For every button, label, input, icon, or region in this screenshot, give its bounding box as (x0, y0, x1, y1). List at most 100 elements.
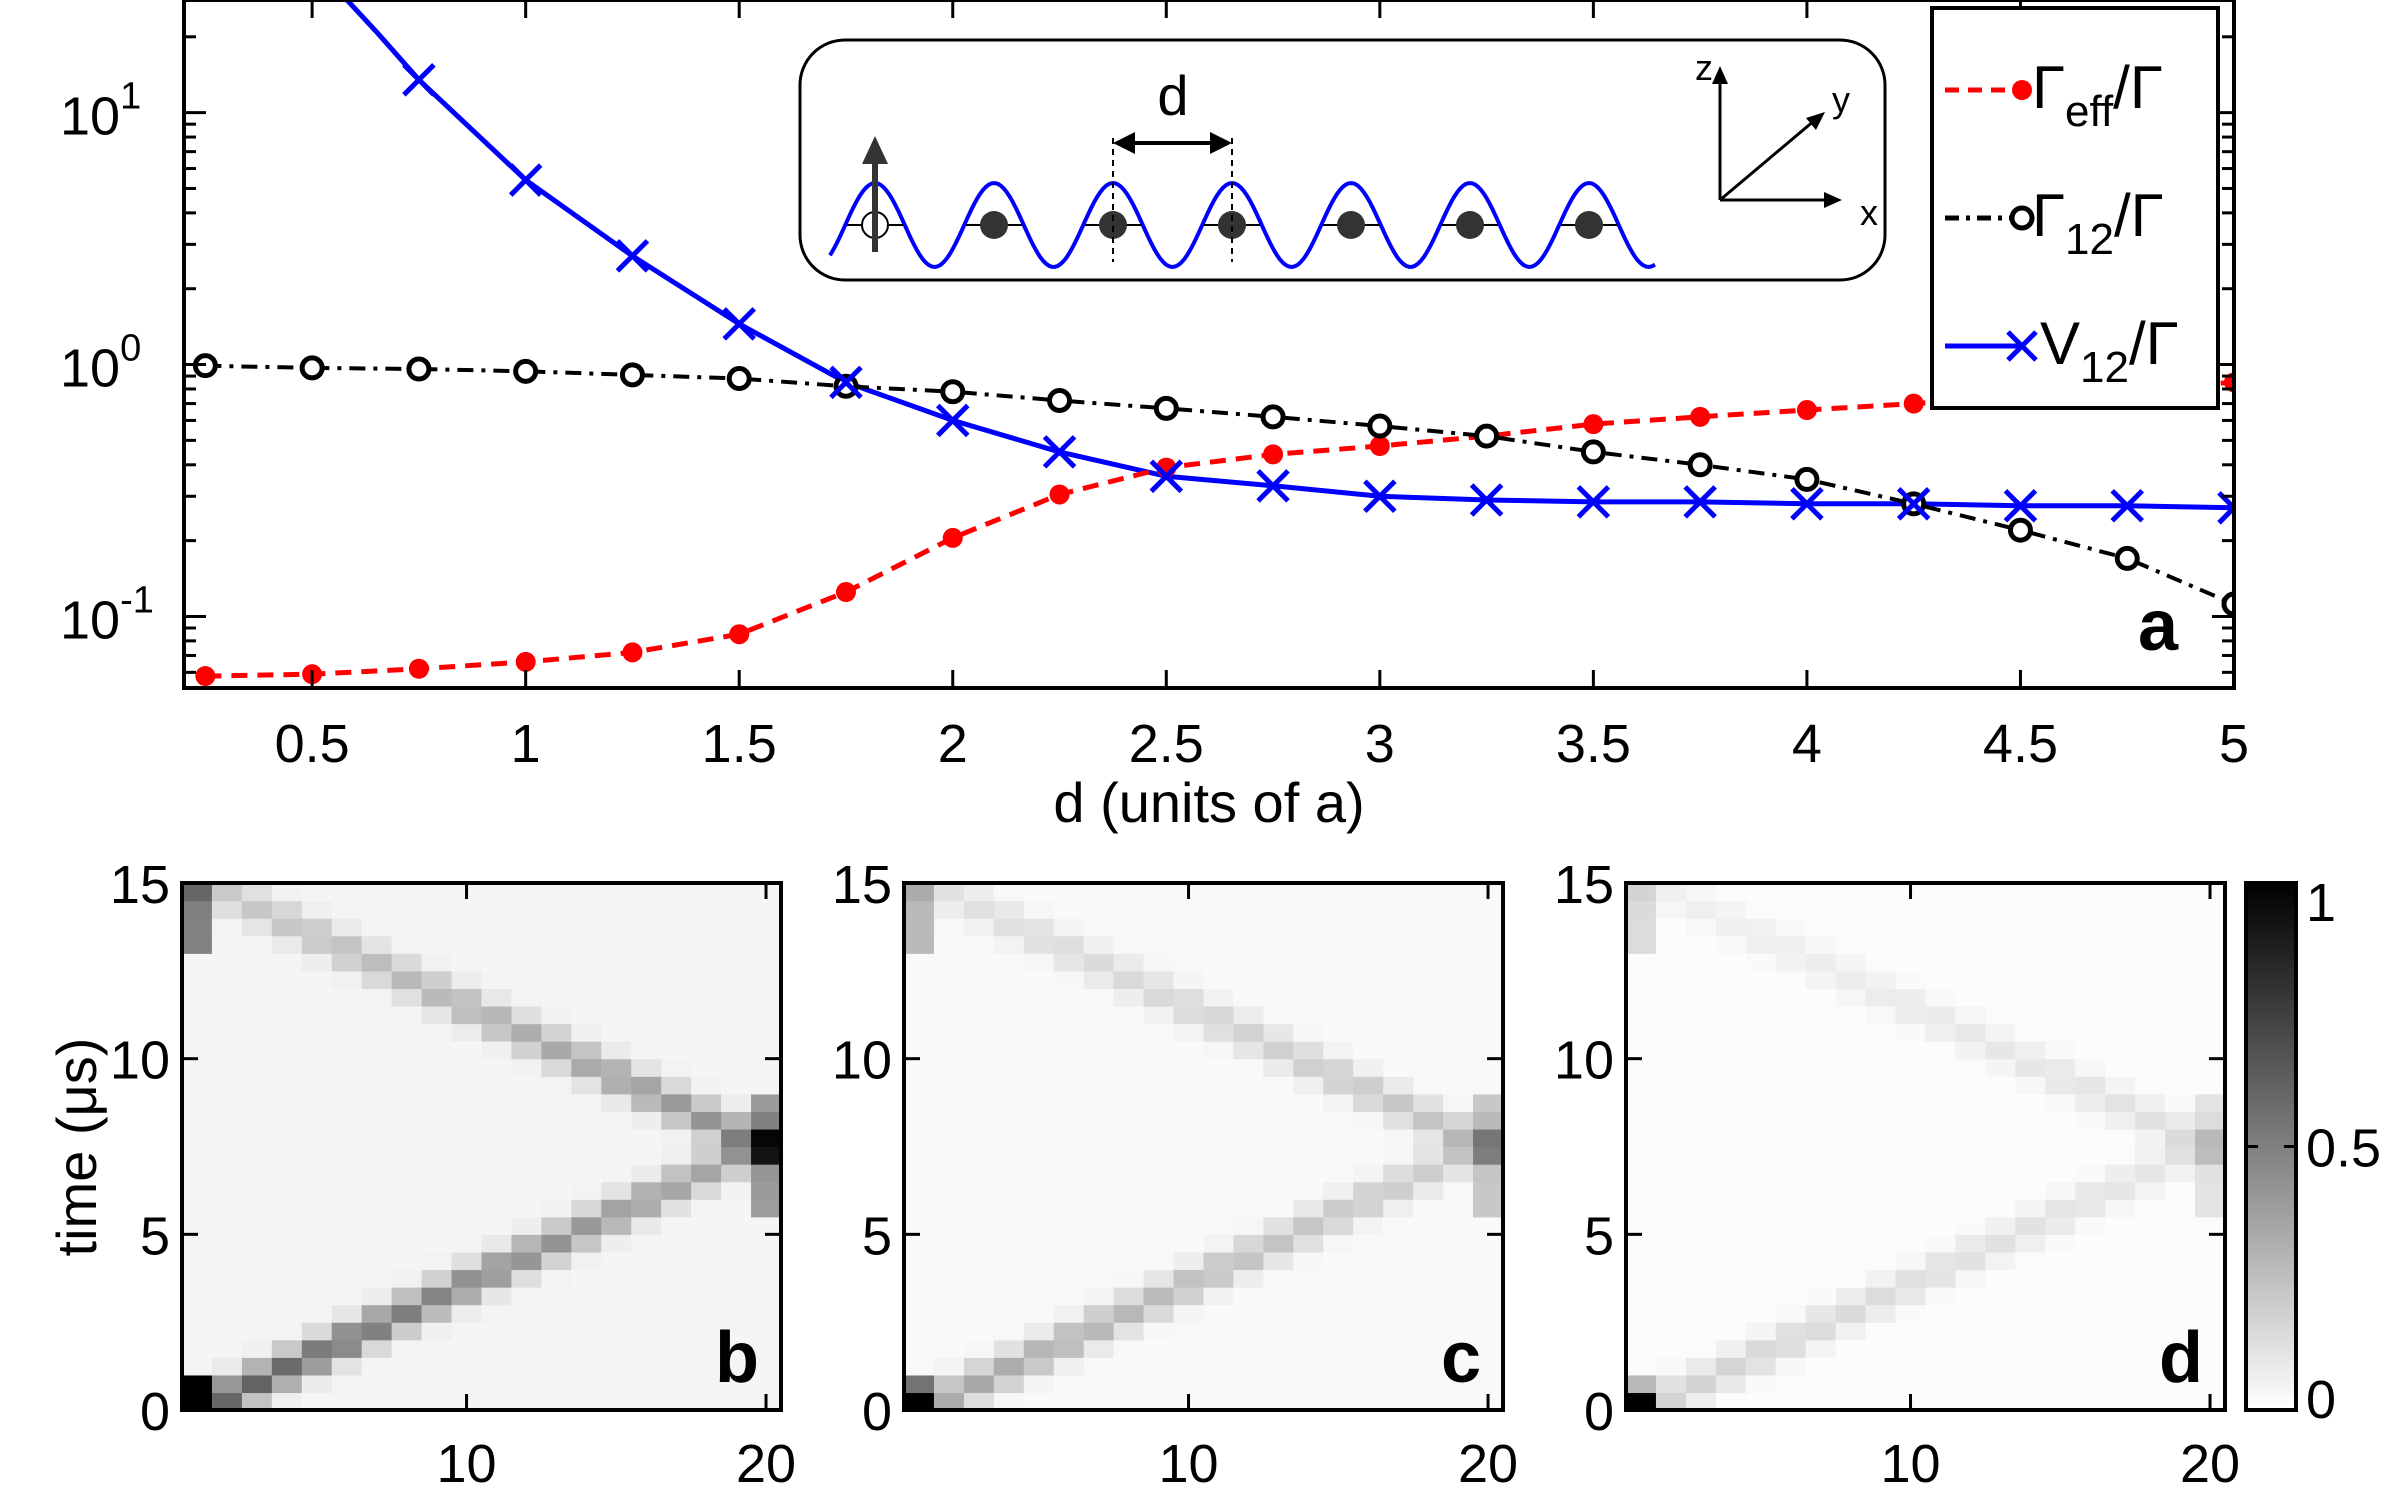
heatmap-cell (331, 1304, 363, 1323)
heatmap-cell (1865, 1322, 1897, 1341)
heatmap-cell (2135, 1269, 2166, 1288)
heatmap-cell (1083, 1146, 1115, 1165)
heatmap-cell (1233, 988, 1264, 1007)
v12-point (722, 307, 756, 341)
heatmap-cell (2135, 1216, 2166, 1235)
heatmap-cell (2195, 1304, 2226, 1323)
heatmap-cell (1293, 935, 1324, 954)
heatmap-cell (1053, 900, 1085, 919)
heatmap-cell (661, 1005, 692, 1025)
heatmap-cell (271, 1251, 303, 1271)
heatmap-cell (1985, 1181, 2016, 1200)
heatmap-cell (182, 1146, 213, 1165)
heatmap-cell (2075, 1093, 2106, 1112)
heatmap-cell (1655, 1216, 1687, 1235)
heatmap-cell (511, 1357, 542, 1376)
heatmap-cell (241, 1023, 273, 1042)
heatmap-cell (2045, 1005, 2076, 1025)
heatmap-cell (691, 1058, 722, 1077)
heatmap-cell (1473, 1076, 1504, 1095)
heatmap-cell (601, 1005, 632, 1025)
heatmap-cell (2015, 1164, 2046, 1183)
heatmap-cell (361, 1287, 393, 1306)
heatmap-cell (301, 1374, 333, 1394)
heatmap-cell (1925, 1041, 1957, 1060)
heatmap-cell (1805, 918, 1837, 937)
heatmap-cell (2165, 1216, 2196, 1235)
v12-point (1363, 479, 1397, 514)
v12-point (1042, 435, 1077, 469)
heatmap-cell (571, 1181, 602, 1200)
heatmap-cell (1835, 1076, 1867, 1095)
heatmap-cell (2075, 988, 2106, 1007)
heatmap-cell (2195, 1128, 2226, 1148)
heatmap-cell (1203, 1076, 1235, 1095)
heatmap-cell (631, 1322, 662, 1341)
heatmap-cell (1233, 1304, 1264, 1323)
heatmap-cell (1775, 1023, 1807, 1042)
heatmap-cell (751, 1146, 782, 1165)
heatmap-cell (511, 1287, 542, 1306)
atom (1337, 211, 1365, 239)
heatmap-cell (1143, 1058, 1175, 1077)
heatmap-cell (1173, 953, 1205, 972)
heatmap-cell (601, 1128, 632, 1148)
heatmap-cell (661, 1216, 692, 1235)
heatmap-cell (1895, 1181, 1927, 1200)
heatmap-cell (2045, 1269, 2076, 1288)
heatmap-cell (2015, 1339, 2046, 1358)
heatmap-cell (1143, 1234, 1175, 1253)
heatmap-cell (541, 1199, 572, 1218)
heatmap-cell (301, 1216, 333, 1235)
heatmap-cell (361, 1111, 393, 1130)
heatmap-cell (1715, 1216, 1747, 1235)
heatmap-cell (1203, 1269, 1235, 1288)
heatmap-cell (1293, 1216, 1324, 1235)
heatmap-cell (391, 1076, 423, 1095)
heatmap-cell (1626, 1005, 1657, 1025)
heatmap-cell (1293, 1181, 1324, 1200)
heatmap-cell (1655, 1269, 1687, 1288)
heatmap-cell (1203, 1199, 1235, 1218)
heatmap-cell (2105, 1339, 2136, 1358)
heatmap-cell (1626, 1111, 1657, 1130)
heatmap-cell (511, 1251, 542, 1271)
heatmap-cell (1233, 970, 1264, 989)
heatmap-cell (1233, 1339, 1264, 1358)
heatmap-cell (1173, 918, 1205, 937)
heatmap-cell (1443, 1234, 1474, 1253)
heatmap-cell (1383, 1199, 1414, 1218)
heatmap-cell (601, 1076, 632, 1095)
heatmap-cell (541, 883, 572, 902)
heatmap-cell (904, 1058, 935, 1077)
heatmap-cell (1775, 1216, 1807, 1235)
heatmap-cell (1263, 1322, 1294, 1341)
heatmap-cell (2015, 883, 2046, 902)
heatmap-cell (211, 1093, 243, 1112)
heatmap-cell (1655, 1304, 1687, 1323)
heatmap-cell (904, 1111, 935, 1130)
heatmap-cell (1293, 1304, 1324, 1323)
heatmap-cell (1443, 1216, 1474, 1235)
panel-a-x-axis-label: d (units of a) (1053, 771, 1364, 834)
heatmap-cell (1895, 1023, 1927, 1042)
heatmap-cell (1353, 935, 1384, 954)
heatmap-cell (391, 1287, 423, 1306)
gamma-eff-point (1690, 406, 1711, 427)
heatmap-cell (2045, 1251, 2076, 1271)
heatmap-cell (661, 970, 692, 989)
heatmap-cell (1955, 1146, 1986, 1165)
heatmap-cell (361, 1076, 393, 1095)
heatmap-cell (541, 1041, 572, 1060)
heatmap-cell (1413, 918, 1444, 937)
heatmap-cell (1143, 1023, 1175, 1042)
heatmap-cell (1233, 1093, 1264, 1112)
heatmap-cell (1473, 1304, 1504, 1323)
heatmap-cell (331, 1234, 363, 1253)
heatmap-cell (1805, 1234, 1837, 1253)
heatmap-cell (904, 988, 935, 1007)
heatmap-cell (904, 970, 935, 989)
heatmap-cell (511, 970, 542, 989)
heatmap-cell (1925, 1392, 1957, 1411)
heatmap-cell (601, 1041, 632, 1060)
